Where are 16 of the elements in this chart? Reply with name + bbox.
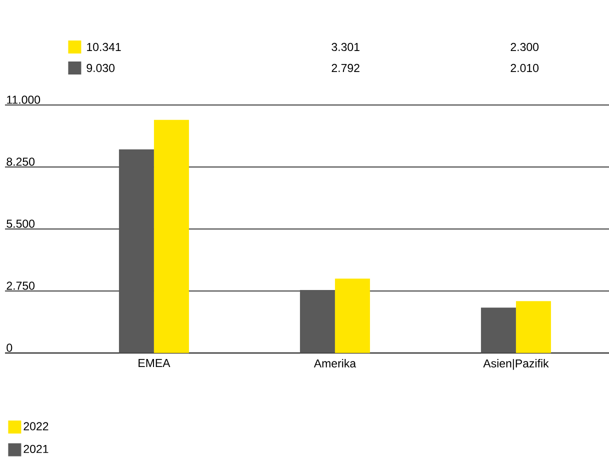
y-tick-label: 5.500: [6, 220, 35, 228]
legend-label: 2021: [24, 444, 48, 454]
data-label: 2.792: [332, 64, 360, 72]
data-label: 2.010: [510, 64, 539, 72]
x-tick-label: Amerika: [314, 359, 356, 368]
x-tick-label: Asien|Pazifik: [483, 359, 549, 370]
legend-label: 2022: [24, 422, 48, 430]
data-label: 10.341: [87, 42, 121, 52]
y-tick-label: 2.750: [6, 282, 35, 290]
y-tick-label: 8.250: [6, 158, 35, 166]
data-label: 9.030: [86, 64, 115, 72]
x-tick-label: EMEA: [138, 359, 170, 367]
data-label: 2.300: [510, 42, 539, 52]
y-tick-label: 11.000: [7, 96, 40, 104]
data-label: 3.301: [332, 42, 360, 52]
y-tick-label: 0: [6, 344, 12, 352]
